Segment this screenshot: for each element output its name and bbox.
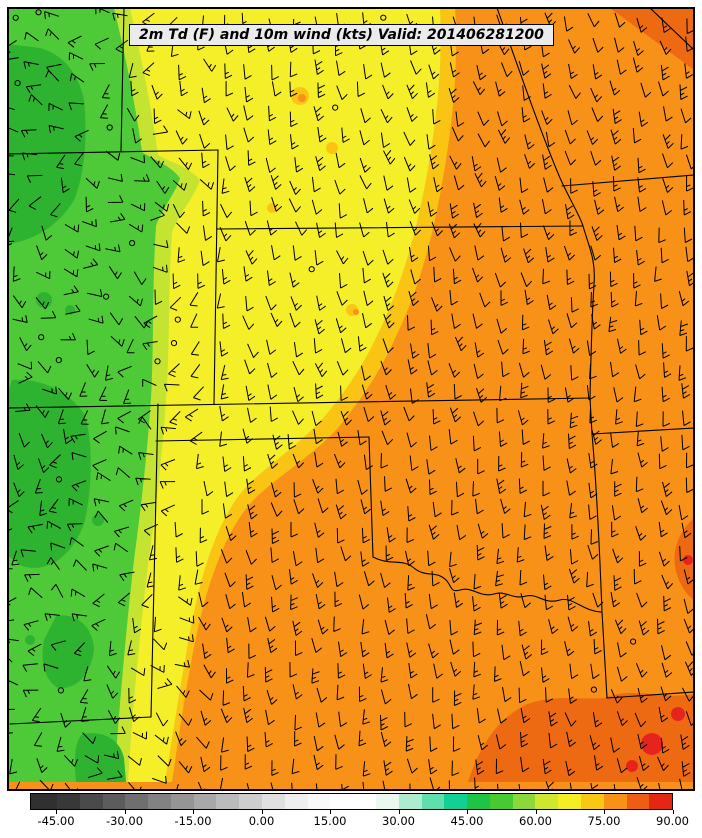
map-title: 2m Td (F) and 10m wind (kts) Valid: 2014… <box>139 27 544 43</box>
calm-wind-circle <box>332 104 339 111</box>
border-tx-ar <box>601 611 608 699</box>
colorbar-segment <box>398 794 422 809</box>
wind-barbs-layer <box>9 9 693 789</box>
colorbar-tick <box>672 810 674 814</box>
dewpoint-fill-deep-orange <box>468 9 693 782</box>
map-layers <box>9 9 693 789</box>
border-missouri-river <box>496 9 595 399</box>
colorbar-tick <box>261 810 263 814</box>
colorbar-segment <box>603 794 627 809</box>
colorbar-segment <box>444 794 468 809</box>
colorbar-tick <box>193 810 194 814</box>
calm-wind-circle <box>57 687 65 694</box>
colorbar-tick-label: 90.00 <box>656 814 689 828</box>
colorbar-segment <box>535 794 559 809</box>
colorbar-tick-label: 75.00 <box>587 814 621 828</box>
colorbar-segment <box>330 794 354 809</box>
state-borders <box>9 9 693 725</box>
title-box: 2m Td (F) and 10m wind (kts) Valid: 2014… <box>129 24 554 46</box>
calm-wind-circle <box>106 124 113 131</box>
colorbar <box>30 793 673 810</box>
colorbar-segment <box>31 794 57 809</box>
colorbar-segment <box>170 794 194 809</box>
calm-wind-circle <box>55 357 62 364</box>
colorbar-labels: -45.00 -30.00 -15.00 0.00 15.00 30.00 45.00 60.… <box>0 814 702 832</box>
border-red-river <box>372 556 603 613</box>
colorbar-segment <box>193 794 217 809</box>
colorbar-segment <box>102 794 126 809</box>
colorbar-segment <box>626 794 650 809</box>
calm-wind-circle <box>12 14 19 21</box>
calm-wind-circle <box>38 334 45 341</box>
wind-barb-glyphs <box>9 9 693 789</box>
colorbar-segment <box>558 794 581 809</box>
colorbar-segment <box>57 794 80 809</box>
dewpoint-fill-dark-green <box>9 44 126 782</box>
colorbar-tick <box>604 810 605 814</box>
calm-wind-circle <box>170 340 178 347</box>
border-41n <box>9 149 219 155</box>
colorbar-segment <box>649 794 673 809</box>
border-37n <box>9 397 591 409</box>
calm-wind-circle <box>35 9 42 16</box>
colorbar-tick-label: -30.00 <box>105 814 144 828</box>
calm-wind-circle <box>103 293 110 300</box>
colorbar-segment <box>307 794 331 809</box>
calm-wind-circle <box>174 316 181 323</box>
colorbar-tick-label: -15.00 <box>174 814 212 828</box>
colorbar-segment <box>239 794 263 809</box>
colorbar-segment <box>284 794 308 809</box>
border-ne-ks <box>216 225 584 230</box>
colorbar-tick-label: 15.00 <box>313 814 347 828</box>
colorbar-tick-label: 30.00 <box>382 814 415 828</box>
border-ia-mo <box>561 174 693 187</box>
colorbar-tick-label: 60.00 <box>519 814 552 828</box>
colorbar-segment <box>421 794 445 809</box>
colorbar-segment <box>580 794 604 809</box>
calm-wind-circle <box>308 266 315 273</box>
colorbar-tick <box>330 810 331 814</box>
colorbar-tick <box>398 810 400 814</box>
calm-wind-circle <box>55 476 63 483</box>
colorbar-tick <box>124 810 126 814</box>
colorbar-segment <box>79 794 103 809</box>
border-100w <box>368 436 374 558</box>
border-nm-tx <box>150 403 159 718</box>
calm-wind-circle <box>590 686 598 693</box>
colorbar-segment <box>375 794 399 809</box>
border-nm-south <box>9 716 152 725</box>
calm-wind-circle <box>129 240 136 247</box>
map-frame <box>7 7 695 791</box>
colorbar-tick <box>467 810 468 814</box>
calm-wind-circle <box>14 80 21 87</box>
colorbar-segment <box>262 794 285 809</box>
calm-wind-circle <box>380 14 387 21</box>
dewpoint-speckles-orange <box>298 94 359 315</box>
border-ok-ar <box>591 433 603 613</box>
colorbar-tick-label: 0.00 <box>248 814 275 828</box>
border-ar-la <box>606 691 693 699</box>
colorbar-segment <box>216 794 240 809</box>
colorbar-tick-label: -45.00 <box>37 814 75 828</box>
colorbar-segment <box>489 794 513 809</box>
colorbar-segment <box>467 794 490 809</box>
colorbar-tick <box>535 810 537 814</box>
calm-wind-circle <box>630 638 637 645</box>
border-co-east <box>213 149 219 405</box>
dewpoint-fill-red <box>626 555 693 772</box>
colorbar-segment <box>148 794 171 809</box>
colorbar-tick-label: 45.00 <box>450 814 484 828</box>
colorbar-segment <box>125 794 149 809</box>
colorbar-segment <box>512 794 536 809</box>
colorbar-tick <box>56 810 57 814</box>
border-wy-ne <box>120 9 125 152</box>
colorbar-segment <box>353 794 376 809</box>
calm-wind-circle <box>154 358 161 365</box>
